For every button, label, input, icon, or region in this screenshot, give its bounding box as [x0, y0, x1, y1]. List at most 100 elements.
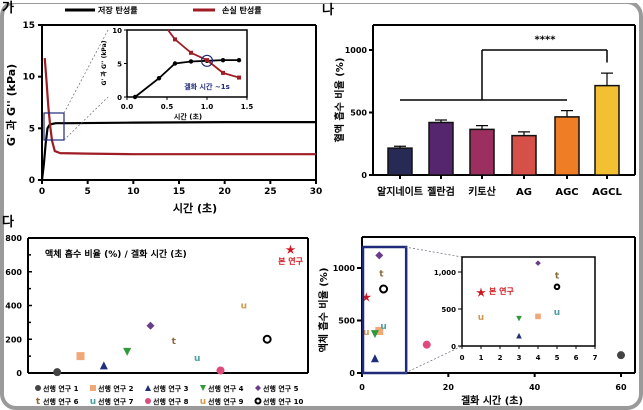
chart-title: 액체 흡수 비율 (%) / 겔화 시간 (초)	[45, 248, 187, 260]
inset-x-tick-label: 0	[460, 354, 465, 362]
data-point-10	[262, 334, 272, 344]
inset-y-tick-label: 0	[117, 94, 122, 102]
legend-marker: u	[200, 397, 206, 407]
inset-storage-point	[132, 94, 138, 100]
inset-storage-point	[236, 57, 242, 63]
bar-4	[511, 134, 537, 176]
inset-y-tick-label: 0	[451, 343, 456, 351]
data-point-8	[216, 366, 225, 375]
crossover-circle	[200, 54, 214, 67]
x-tick-label: 60	[615, 383, 627, 392]
legend-label: 선행 연구 8	[153, 397, 189, 406]
data-point-9	[370, 354, 379, 363]
inset-storage-point	[220, 57, 226, 63]
x-tick-label: 0	[39, 187, 45, 197]
legend-marker	[145, 385, 151, 391]
inset-x-tick-label: 4	[536, 354, 541, 362]
inset-plot-area	[126, 29, 248, 98]
y-tick-label: 1000	[345, 46, 368, 55]
zoom-connector	[63, 96, 109, 141]
data-point-5	[146, 321, 155, 330]
inset-y-tick-label: 10	[112, 27, 122, 35]
inset-loss-point	[205, 58, 209, 63]
legend-label: 선행 연구 2	[98, 384, 134, 393]
legend-marker: u	[90, 397, 96, 407]
y-axis-label: G' 과 G'' (kPa)	[4, 64, 18, 146]
x-category-label: 키토산	[468, 185, 496, 198]
y-tick-label: 1000	[333, 264, 356, 273]
data-point-2	[76, 352, 85, 361]
x-tick-label: 20	[218, 187, 231, 197]
zoom-connector	[405, 345, 463, 374]
data-point-3	[99, 361, 108, 370]
data-point-11	[285, 244, 296, 254]
x-axis-label: 시간 (초)	[173, 201, 217, 215]
x-category-label: AGC	[555, 187, 578, 198]
panel-label: 나	[322, 2, 334, 18]
this-study-label: 본 연구	[278, 256, 304, 266]
legend-label: 선행 연구 7	[98, 397, 134, 406]
x-tick-label: 30	[310, 187, 323, 197]
bar-6	[594, 84, 620, 176]
inset-x-tick-label: 1	[479, 354, 484, 362]
series-line-loss	[43, 57, 316, 156]
legend-marker	[254, 397, 262, 405]
x-category-label: AGCL	[592, 187, 622, 198]
x-tick-label: 10	[127, 187, 140, 197]
this-study-label: 본 연구	[489, 286, 515, 296]
gelation-time-annotation: 겔화 시간 ~1s	[184, 82, 230, 91]
bar-3	[469, 128, 495, 176]
x-tick-label: 25	[264, 187, 277, 197]
x-category-label: 젤란검	[427, 186, 455, 198]
y-tick-label: 600	[5, 268, 22, 277]
y-tick-label: 10	[22, 73, 35, 83]
inset-x-tick-label: 1.5	[241, 103, 254, 111]
y-tick-label: 0	[349, 369, 355, 378]
series-line-storage	[40, 121, 316, 181]
y-tick-label: 200	[5, 335, 22, 344]
data-point-6	[375, 327, 384, 335]
x-tick-label: 5	[85, 187, 91, 197]
inset-y-tick-label: 500	[441, 306, 456, 314]
data-point-3: t	[379, 269, 384, 279]
inset-loss-point	[237, 75, 241, 80]
data-point-1	[361, 292, 372, 302]
legend-label: 선행 연구 9	[208, 397, 244, 406]
y-tick-label: 500	[350, 109, 367, 118]
legend-marker	[200, 385, 206, 391]
legend-marker	[255, 385, 261, 391]
x-tick-label: 0	[359, 383, 365, 392]
legend-label: 선행 연구 6	[43, 397, 79, 406]
legend-marker	[35, 385, 41, 391]
inset-data-point-3	[516, 315, 522, 322]
y-axis-label: 혈액 흡수 비율 (%)	[333, 58, 346, 143]
inset-x-tick-label: 0.5	[161, 103, 174, 111]
top-margin	[0, 0, 643, 3]
inset-storage-point	[156, 76, 162, 81]
inset-plot-area	[461, 256, 596, 347]
inset-storage-point	[188, 59, 194, 64]
inset-x-tick-label: 6	[574, 354, 579, 362]
inset-x-tick-label: 1.0	[201, 103, 214, 111]
data-point-11	[617, 351, 625, 360]
inset-data-point-9: u	[554, 308, 560, 318]
inset-data-point-6	[535, 260, 541, 266]
y-tick-label: 0	[29, 176, 35, 186]
y-tick-label: 500	[338, 317, 355, 326]
y-tick-label: 15	[22, 21, 35, 31]
inset-storage-point	[172, 61, 178, 66]
data-point-5: u	[363, 328, 369, 338]
y-axis-label: 액체 흡수 비율 (%)	[317, 268, 330, 353]
x-tick-label: 40	[529, 383, 541, 392]
inset-x-tick-label: 3	[517, 354, 522, 362]
inset-y-tick-label: 5	[117, 61, 122, 69]
inset-x-tick-label: 7	[593, 354, 598, 362]
inset-loss-point	[189, 50, 193, 55]
y-tick-label: 0	[16, 369, 22, 378]
x-category-label: AG	[516, 187, 532, 198]
data-point-4	[123, 347, 132, 356]
x-tick-label: 20	[443, 383, 455, 392]
inset-data-point-7: t	[555, 272, 560, 282]
panel-label: 다	[2, 214, 14, 230]
data-point-6: t	[172, 337, 177, 347]
